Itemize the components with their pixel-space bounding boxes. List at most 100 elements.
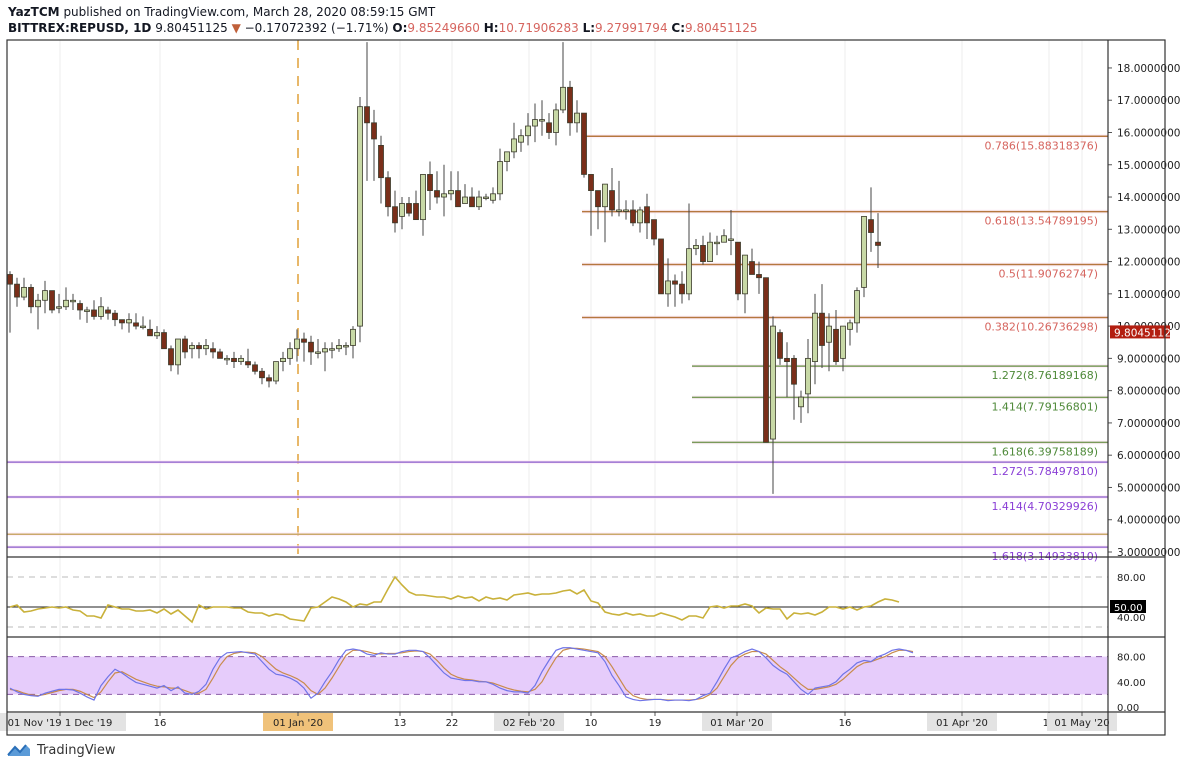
candle-up[interactable] [826,325,832,343]
candle-down[interactable] [371,122,377,140]
candle-up[interactable] [140,325,146,329]
candle-up[interactable] [553,109,559,133]
candle-up[interactable] [399,203,405,217]
candle-up[interactable] [497,161,503,195]
candle-down[interactable] [469,196,475,208]
candle-down[interactable] [609,190,615,211]
candle-down[interactable] [672,280,678,285]
candle-down[interactable] [581,112,587,175]
candle-down[interactable] [749,261,755,275]
candle-down[interactable] [784,357,790,363]
candle-down[interactable] [231,357,237,363]
candle-up[interactable] [462,196,468,204]
candle-down[interactable] [196,345,202,350]
candle-up[interactable] [518,135,524,143]
candle-up[interactable] [483,196,489,199]
time-axis[interactable]: 01 Nov '19 1 Dec '19 16 01 Jan '20 13 22 02 F… [0,712,1117,731]
candle-up[interactable] [854,290,860,324]
candle-down[interactable] [364,106,370,124]
candle-down[interactable] [413,203,419,221]
candle-down[interactable] [112,312,118,321]
candle-up[interactable] [329,348,335,351]
candle-down[interactable] [777,332,783,359]
candle-down[interactable] [833,328,839,363]
author-name[interactable]: YazTCM [8,5,60,19]
candle-down[interactable] [651,219,657,240]
candle-up[interactable] [98,306,104,317]
candle-up[interactable] [238,357,244,363]
candle-up[interactable] [805,357,811,395]
candle-down[interactable] [385,177,391,208]
chart-canvas[interactable]: 0.786(15.88318376) 0.618(13.54789195) 0.5(… [0,0,1180,740]
candle-up[interactable] [273,361,279,382]
candle-down[interactable] [105,309,111,314]
candle-up[interactable] [350,328,356,346]
candle-up[interactable] [420,174,426,221]
price-axis[interactable]: 18.00000000 17.00000000 16.00000000 15.0000… [1108,63,1180,559]
candle-down[interactable] [49,290,55,311]
candle-up[interactable] [714,241,720,245]
candle-up[interactable] [798,396,804,408]
candle-down[interactable] [217,351,223,359]
candle-down[interactable] [308,341,314,353]
candle-down[interactable] [14,283,20,298]
candle-up[interactable] [847,322,853,330]
candle-up[interactable] [560,86,566,111]
candle-up[interactable] [476,196,482,208]
candle-up[interactable] [623,209,629,212]
candle-down[interactable] [791,357,797,385]
candle-down[interactable] [455,190,461,208]
candle-up[interactable] [280,357,286,363]
candle-down[interactable] [868,219,874,233]
candle-up[interactable] [742,254,748,295]
candle-down[interactable] [735,241,741,295]
candle-up[interactable] [812,312,818,363]
candle-down[interactable] [392,206,398,224]
candle-down[interactable] [168,348,174,366]
candle-down[interactable] [301,338,307,343]
candle-up[interactable] [322,348,328,353]
candle-up[interactable] [357,106,363,327]
candle-up[interactable] [861,215,867,288]
candle-down[interactable] [119,319,125,324]
candle-up[interactable] [35,299,41,308]
candle-down[interactable] [28,286,34,308]
candle-up[interactable] [287,348,293,359]
candle-down[interactable] [182,338,188,353]
candle-down[interactable] [252,364,258,372]
candle-down[interactable] [259,370,265,379]
candle-down[interactable] [161,332,167,350]
rsi-line[interactable] [9,575,900,624]
candle-up[interactable] [490,193,496,201]
fibonacci-levels[interactable]: 0.786(15.88318376) 0.618(13.54789195) 0.5(… [7,134,1108,563]
candle-up[interactable] [616,209,622,212]
tradingview-brand[interactable]: TradingView [6,742,116,758]
candle-down[interactable] [245,361,251,366]
candle-up[interactable] [665,280,671,295]
candle-up[interactable] [126,319,132,324]
candle-up[interactable] [532,119,538,127]
candle-down[interactable] [434,190,440,198]
candle-down[interactable] [210,348,216,353]
candle-down[interactable] [679,283,685,295]
candle-down[interactable] [406,203,412,214]
candle-down[interactable] [567,86,573,124]
candle-up[interactable] [154,332,160,337]
candle-up[interactable] [504,151,510,162]
candle-up[interactable] [294,338,300,350]
candle-up[interactable] [224,357,230,361]
candle-up[interactable] [343,345,349,348]
candle-up[interactable] [686,248,692,295]
candle-down[interactable] [588,174,594,191]
candle-up[interactable] [84,309,90,312]
candle-down[interactable] [147,328,153,337]
candle-up[interactable] [189,345,195,350]
candle-up[interactable] [539,119,545,122]
candle-down[interactable] [875,241,881,246]
candle-up[interactable] [448,190,454,195]
candle-down[interactable] [77,303,83,311]
candle-up[interactable] [721,235,727,243]
candlestick-series[interactable] [7,42,881,494]
candle-down[interactable] [658,238,664,295]
